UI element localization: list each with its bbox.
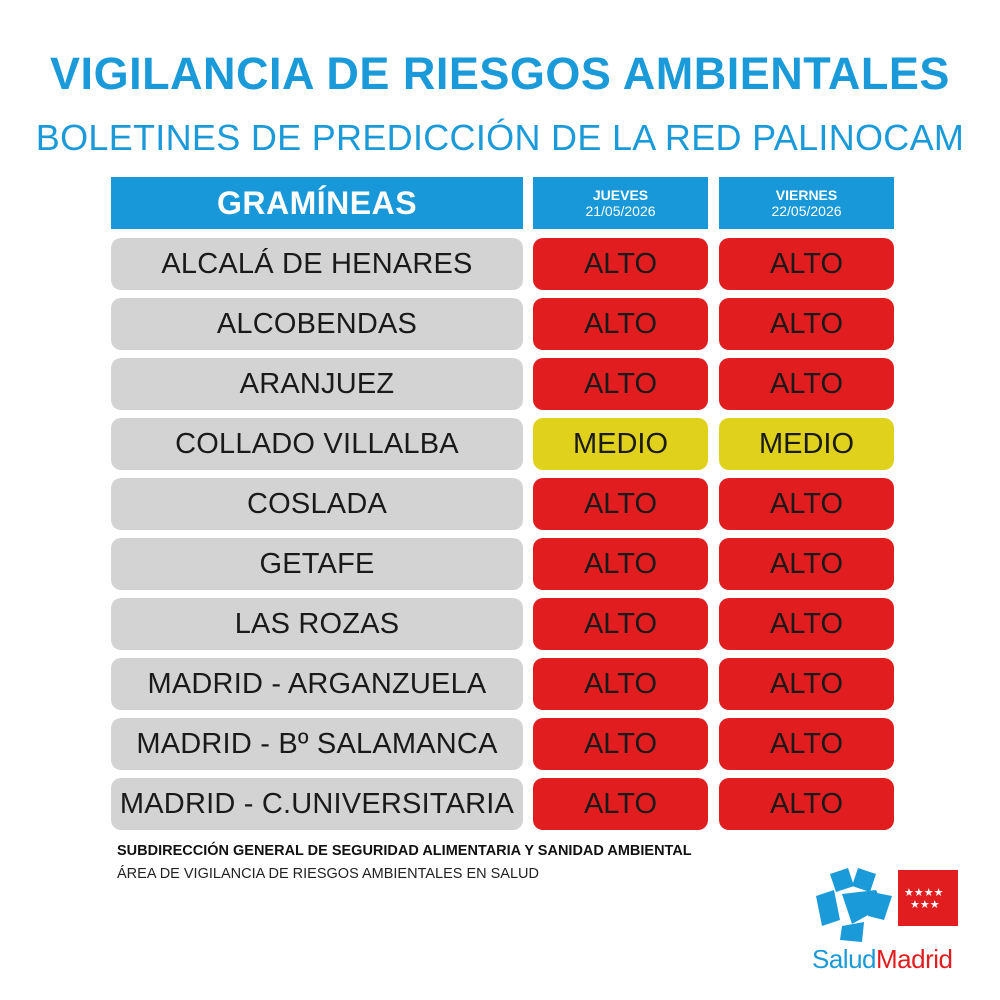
day2-risk-level: ALTO [719,478,894,530]
svg-text:★★★: ★★★ [910,898,940,911]
day2-risk-level: ALTO [719,538,894,590]
salud-madrid-wordmark: SaludMadrid [812,944,953,975]
location-name: COSLADA [111,478,523,530]
footer-area: ÁREA DE VIGILANCIA DE RIESGOS AMBIENTALE… [117,866,539,882]
day1-risk-level: ALTO [533,478,708,530]
day2-risk-level: ALTO [719,718,894,770]
location-name: MADRID - C.UNIVERSITARIA [111,778,523,830]
day1-risk-level: ALTO [533,298,708,350]
day2-risk-level: ALTO [719,658,894,710]
day1-risk-level: ALTO [533,718,708,770]
day2-risk-level: ALTO [719,238,894,290]
location-name: COLLADO VILLALBA [111,418,523,470]
logo-word-salud: Salud [812,944,877,974]
day1-risk-level: ALTO [533,778,708,830]
table-header-day1: JUEVES 21/05/2026 [533,177,708,229]
location-name: ALCOBENDAS [111,298,523,350]
table-header-pollen: GRAMÍNEAS [111,177,523,229]
day1-risk-level: ALTO [533,238,708,290]
day2-name: VIERNES [775,187,838,203]
table-header-day2: VIERNES 22/05/2026 [719,177,894,229]
day1-risk-level: ALTO [533,598,708,650]
day2-risk-level: ALTO [719,298,894,350]
day2-risk-level: ALTO [719,358,894,410]
day2-date: 22/05/2026 [771,203,842,219]
location-name: MADRID - ARGANZUELA [111,658,523,710]
location-name: ALCALÁ DE HENARES [111,238,523,290]
location-name: GETAFE [111,538,523,590]
location-name: LAS ROZAS [111,598,523,650]
day1-risk-level: ALTO [533,358,708,410]
logo-word-madrid: Madrid [876,944,953,974]
day2-risk-level: ALTO [719,598,894,650]
day1-risk-level: ALTO [533,538,708,590]
day2-risk-level: ALTO [719,778,894,830]
footer-department: SUBDIRECCIÓN GENERAL DE SEGURIDAD ALIMEN… [117,843,692,859]
location-name: ARANJUEZ [111,358,523,410]
day1-risk-level: ALTO [533,658,708,710]
salud-madrid-logo-icon: ★★★★ ★★★ [816,868,958,942]
day1-date: 21/05/2026 [585,203,656,219]
day1-name: JUEVES [592,187,649,203]
page-subtitle: BOLETINES DE PREDICCIÓN DE LA RED PALINO… [35,117,965,158]
page-title: VIGILANCIA DE RIESGOS AMBIENTALES [50,48,950,99]
day2-risk-level: MEDIO [719,418,894,470]
location-name: MADRID - Bº SALAMANCA [111,718,523,770]
day1-risk-level: MEDIO [533,418,708,470]
svg-text:★★★★: ★★★★ [904,886,944,899]
